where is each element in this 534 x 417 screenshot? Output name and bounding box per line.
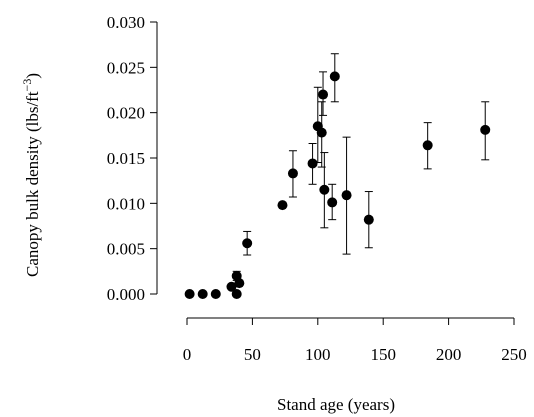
y-axis-title-superscript: −3 <box>20 79 34 92</box>
x-axis-title: Stand age (years) <box>277 395 395 414</box>
x-ticks: 0 50 100 150 200 250 <box>183 318 527 364</box>
error-bars <box>232 53 490 281</box>
data-point <box>319 184 330 195</box>
data-point <box>318 89 329 100</box>
data-point <box>341 190 352 201</box>
data-point <box>184 289 195 299</box>
x-tick-label: 50 <box>244 345 261 364</box>
x-tick-label: 200 <box>436 345 462 364</box>
data-point <box>316 127 327 138</box>
data-point <box>480 124 491 135</box>
x-tick-label: 0 <box>183 345 192 364</box>
y-axis-title-main: Canopy bulk density (lbs/ft <box>23 91 42 277</box>
axes <box>156 21 514 319</box>
x-tick-label: 100 <box>305 345 331 364</box>
data-point <box>234 278 245 289</box>
x-tick-label: 250 <box>501 345 527 364</box>
data-point <box>277 200 288 211</box>
data-point <box>327 197 338 208</box>
data-points <box>184 71 491 299</box>
data-point <box>226 281 237 292</box>
data-point <box>329 71 340 82</box>
data-point <box>197 289 208 299</box>
y-tick-label: 0.000 <box>107 285 145 304</box>
data-point <box>422 140 433 151</box>
data-point <box>210 289 221 299</box>
y-tick-label: 0.010 <box>107 194 145 213</box>
data-point <box>242 238 253 249</box>
y-tick-label: 0.005 <box>107 240 145 259</box>
y-ticks: 0.000 0.005 0.010 0.015 0.020 0.025 0.030 <box>107 13 157 304</box>
data-point <box>287 168 298 179</box>
y-tick-label: 0.015 <box>107 149 145 168</box>
data-point <box>231 289 242 299</box>
data-point <box>363 214 374 225</box>
x-tick-label: 150 <box>370 345 396 364</box>
y-tick-label: 0.030 <box>107 13 145 32</box>
y-axis-title: Canopy bulk density (lbs/ft−3) <box>20 73 42 277</box>
data-point <box>307 158 318 169</box>
y-axis-title-close: ) <box>23 73 42 79</box>
y-tick-label: 0.025 <box>107 58 145 77</box>
y-tick-label: 0.020 <box>107 104 145 123</box>
